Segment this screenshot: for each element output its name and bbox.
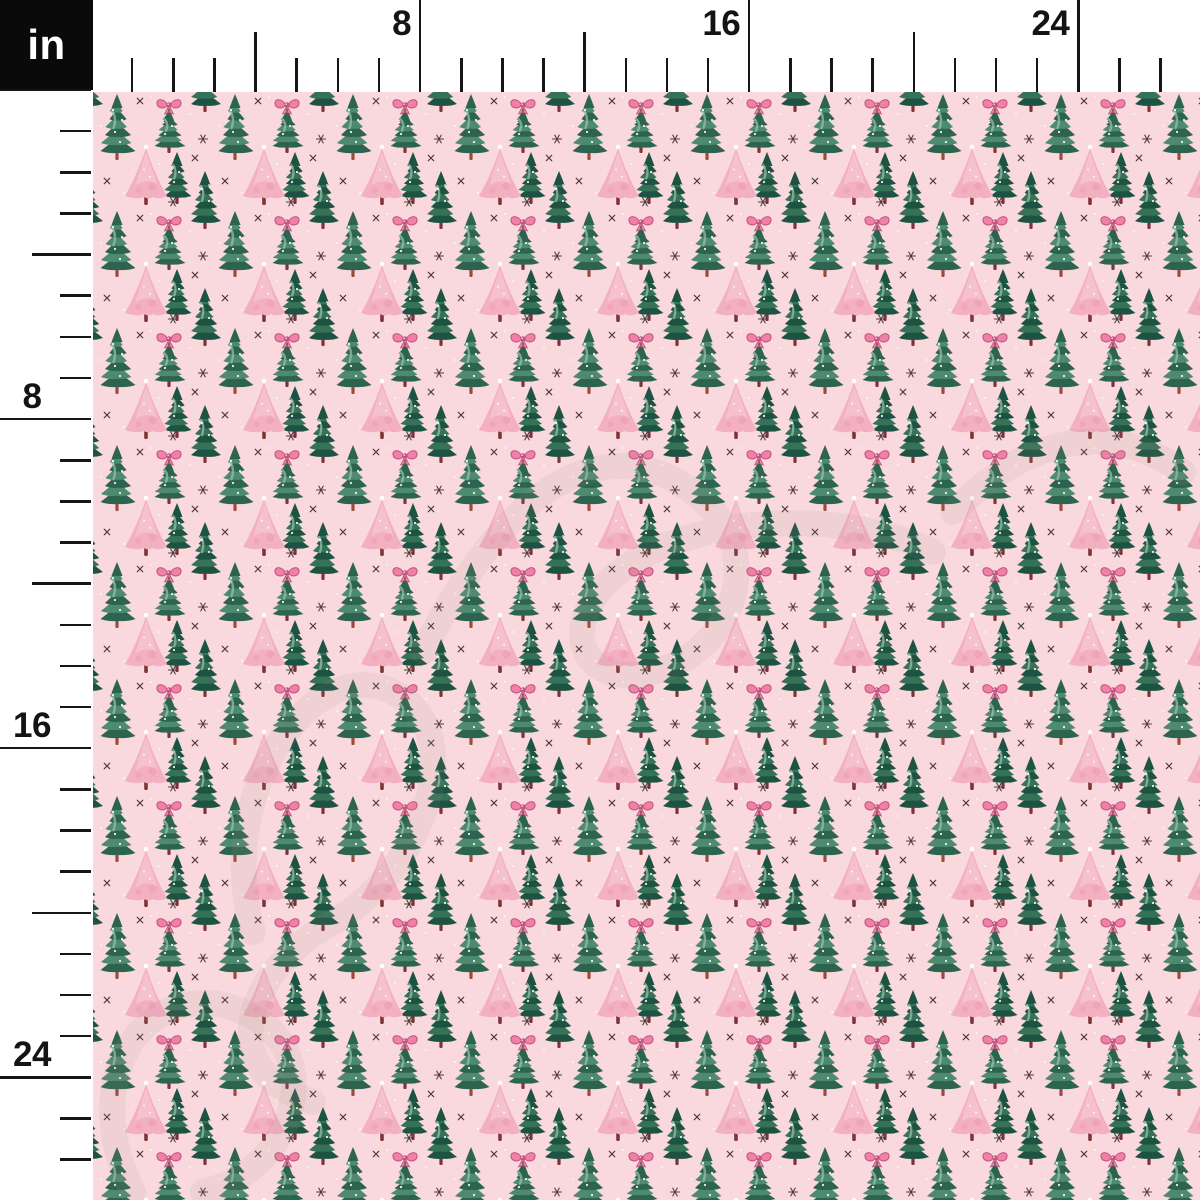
ruler-tick-minor <box>60 459 91 462</box>
ruler-tick-major <box>418 0 422 92</box>
ruler-tick-minor <box>60 335 91 339</box>
ruler-tick-minor <box>60 129 91 133</box>
ruler-tick-major <box>747 0 751 92</box>
ruler-tick-minor <box>460 58 463 92</box>
ruler-tick-minor <box>953 58 957 92</box>
ruler-left-label-16: 16 <box>13 706 51 746</box>
ruler-tick-half <box>912 32 916 92</box>
ruler-tick-minor <box>60 500 91 503</box>
ruler-tick-major <box>0 417 91 421</box>
ruler-tick-minor <box>789 58 792 92</box>
ruler-tick-half <box>32 253 91 256</box>
ruler-tick-minor <box>60 1117 91 1120</box>
ruler-tick-minor <box>60 623 91 627</box>
ruler-tick-minor <box>665 58 669 92</box>
ruler-tick-minor <box>501 58 504 92</box>
ruler-tick-minor <box>172 58 175 92</box>
unit-label: in <box>27 21 66 68</box>
ruler-tick-minor <box>1035 58 1039 92</box>
ruler-tick-minor <box>295 58 298 92</box>
ruler-tick-major <box>0 1076 91 1079</box>
ruler-tick-minor <box>213 58 216 92</box>
ruler-tick-minor <box>60 294 91 297</box>
ruler-tick-minor <box>542 58 545 92</box>
ruler-top-label-8: 8 <box>392 4 412 43</box>
unit-box: in <box>0 0 93 90</box>
ruler-tick-major <box>1077 0 1080 92</box>
ruler-left-label-24: 24 <box>13 1035 51 1075</box>
ruler-tick-minor <box>994 58 998 92</box>
ruler-tick-minor <box>60 705 91 709</box>
ruler-tick-minor <box>624 58 628 92</box>
ruler-tick-minor <box>130 58 134 92</box>
ruler-tick-minor <box>60 1158 91 1161</box>
ruler-top-label-24: 24 <box>1031 4 1070 43</box>
ruler-tick-minor <box>60 993 91 997</box>
ruler-tick-minor <box>60 870 91 873</box>
ruler-tick-minor <box>60 788 91 791</box>
watermark-script <box>99 428 1196 1200</box>
ruler-tick-half <box>32 582 91 585</box>
ruler-tick-minor <box>60 212 91 215</box>
fabric-swatch <box>93 92 1200 1200</box>
ruler-tick-half <box>32 911 91 915</box>
ruler-tick-minor <box>60 829 91 832</box>
ruler-tick-minor <box>377 58 381 92</box>
ruler-top-label-16: 16 <box>702 4 741 43</box>
ruler-tick-minor <box>60 376 91 380</box>
tree-pattern <box>93 92 1200 1200</box>
ruler-left-label-8: 8 <box>22 377 42 417</box>
ruler-tick-half <box>583 32 586 92</box>
ruler-tick-minor <box>60 1034 91 1038</box>
ruler-tick-half <box>254 32 257 92</box>
ruler-tick-minor <box>60 171 91 174</box>
ruler-tick-major <box>0 746 91 750</box>
ruler-tick-minor <box>830 58 833 92</box>
ruler-tick-minor <box>60 664 91 668</box>
ruler-tick-minor <box>1118 58 1121 92</box>
ruler-tick-minor <box>60 952 91 956</box>
ruler-tick-minor <box>871 58 874 92</box>
ruler-tick-minor <box>706 58 710 92</box>
ruler-tick-minor <box>60 541 91 544</box>
ruler-tick-minor <box>1159 58 1162 92</box>
ruler-tick-minor <box>336 58 340 92</box>
